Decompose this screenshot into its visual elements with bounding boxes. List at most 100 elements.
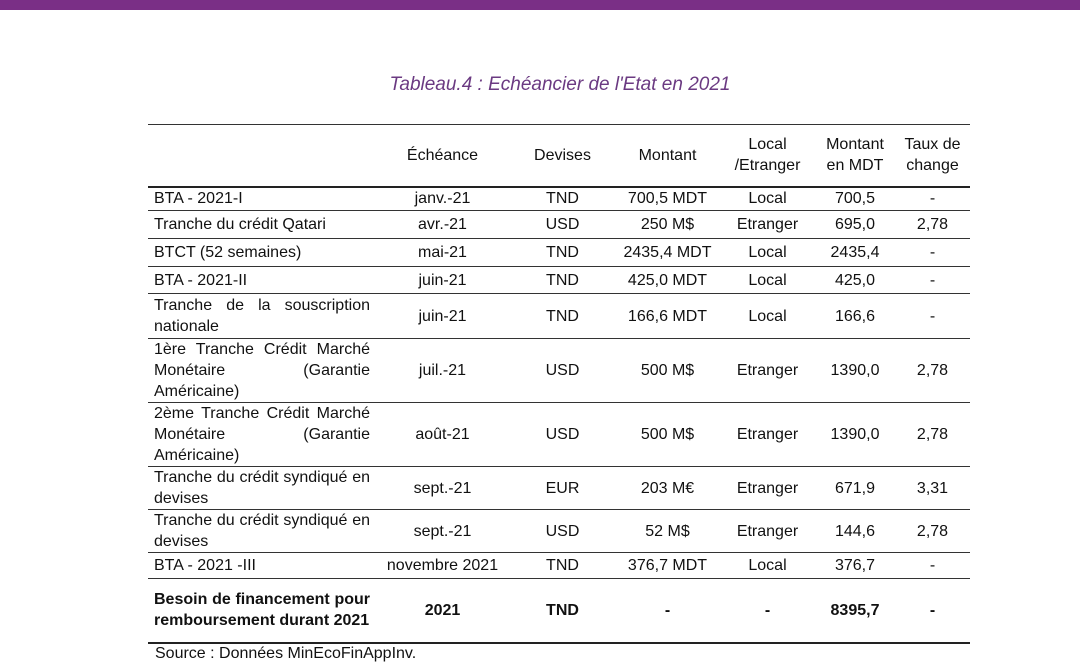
row-label: BTA - 2021-I <box>148 186 375 211</box>
table-row: 1ère Tranche Crédit Marché Monétaire (Ga… <box>148 338 970 403</box>
cell: 500 M$ <box>615 402 720 467</box>
cell: Etranger <box>720 210 815 239</box>
header-cell: Montant <box>615 124 720 188</box>
row-label: BTA - 2021-II <box>148 266 375 294</box>
cell: TND <box>510 578 615 644</box>
cell: - <box>895 266 970 294</box>
cell: USD <box>510 210 615 239</box>
header-cell: Local /Etranger <box>720 124 815 188</box>
row-label: BTA - 2021 -III <box>148 552 375 579</box>
cell: TND <box>510 238 615 267</box>
schedule-table: Échéance Devises Montant Local /Etranger Mon… <box>148 124 970 644</box>
table-row: 2ème Tranche Crédit Marché Monétaire (Ga… <box>148 402 970 467</box>
table-row: Besoin de financement pour remboursement… <box>148 578 970 644</box>
table-row: Tranche du crédit syndiqué en devises sep… <box>148 466 970 510</box>
cell: - <box>895 578 970 644</box>
cell: Local <box>720 552 815 579</box>
header-cell: Échéance <box>375 124 510 188</box>
cell: Local <box>720 293 815 339</box>
cell: Local <box>720 238 815 267</box>
cell: TND <box>510 186 615 211</box>
cell: 144,6 <box>815 509 895 553</box>
cell: mai-21 <box>375 238 510 267</box>
cell: 376,7 MDT <box>615 552 720 579</box>
table-row: Tranche du crédit syndiqué en devises sep… <box>148 509 970 553</box>
cell: Local <box>720 266 815 294</box>
cell: 2435,4 <box>815 238 895 267</box>
cell: 2021 <box>375 578 510 644</box>
cell: Etranger <box>720 466 815 510</box>
row-label: Tranche du crédit syndiqué en devises <box>148 466 375 510</box>
table-row: Tranche de la souscription nationale juin… <box>148 293 970 339</box>
cell: juil.-21 <box>375 338 510 403</box>
cell: août-21 <box>375 402 510 467</box>
cell: TND <box>510 552 615 579</box>
cell: Local <box>720 186 815 211</box>
cell: - <box>720 578 815 644</box>
table-row: BTA - 2021-II juin-21 TND 425,0 MDT Local 425… <box>148 266 970 294</box>
cell: sept.-21 <box>375 466 510 510</box>
cell: avr.-21 <box>375 210 510 239</box>
row-label: Tranche du crédit syndiqué en devises <box>148 509 375 553</box>
cell: Etranger <box>720 338 815 403</box>
source-note: Source : Données MinEcoFinAppInv. <box>155 645 417 662</box>
cell: 2,78 <box>895 509 970 553</box>
table-row: BTCT (52 semaines) mai-21 TND 2435,4 MDT Loc… <box>148 238 970 267</box>
header-cell: Montant en MDT <box>815 124 895 188</box>
cell: novembre 2021 <box>375 552 510 579</box>
table-title: Tableau.4 : Echéancier de l'Etat en 2021 <box>389 74 731 95</box>
cell: - <box>895 293 970 339</box>
cell: 1390,0 <box>815 338 895 403</box>
cell: TND <box>510 266 615 294</box>
cell: juin-21 <box>375 293 510 339</box>
table-row: Tranche du crédit Qatari avr.-21 USD 250 M$… <box>148 210 970 239</box>
row-label: BTCT (52 semaines) <box>148 238 375 267</box>
cell: 166,6 <box>815 293 895 339</box>
row-label: Tranche de la souscription nationale <box>148 293 375 339</box>
cell: - <box>895 552 970 579</box>
cell: 8395,7 <box>815 578 895 644</box>
cell: USD <box>510 402 615 467</box>
cell: - <box>895 186 970 211</box>
row-label: 2ème Tranche Crédit Marché Monétaire (Ga… <box>148 402 375 467</box>
cell: 425,0 <box>815 266 895 294</box>
cell: 425,0 MDT <box>615 266 720 294</box>
header-cell <box>148 124 375 188</box>
cell: janv.-21 <box>375 186 510 211</box>
top-band <box>0 0 1080 10</box>
cell: 166,6 MDT <box>615 293 720 339</box>
cell: 500 M$ <box>615 338 720 403</box>
cell: 671,9 <box>815 466 895 510</box>
cell: 1390,0 <box>815 402 895 467</box>
cell: USD <box>510 338 615 403</box>
header-row: Échéance Devises Montant Local /Etranger Mon… <box>148 124 970 188</box>
cell: 700,5 MDT <box>615 186 720 211</box>
row-label: Tranche du crédit Qatari <box>148 210 375 239</box>
cell: Etranger <box>720 402 815 467</box>
cell: juin-21 <box>375 266 510 294</box>
cell: 695,0 <box>815 210 895 239</box>
cell: TND <box>510 293 615 339</box>
cell: 2435,4 MDT <box>615 238 720 267</box>
header-cell: Devises <box>510 124 615 188</box>
row-label: 1ère Tranche Crédit Marché Monétaire (Ga… <box>148 338 375 403</box>
cell: EUR <box>510 466 615 510</box>
cell: 250 M$ <box>615 210 720 239</box>
cell: 376,7 <box>815 552 895 579</box>
cell: - <box>895 238 970 267</box>
cell: Etranger <box>720 509 815 553</box>
cell: 2,78 <box>895 402 970 467</box>
row-label: Besoin de financement pour remboursement… <box>148 578 375 644</box>
cell: 203 M€ <box>615 466 720 510</box>
cell: 2,78 <box>895 210 970 239</box>
cell: sept.-21 <box>375 509 510 553</box>
table-row: BTA - 2021-I janv.-21 TND 700,5 MDT Local 700… <box>148 186 970 211</box>
cell: 700,5 <box>815 186 895 211</box>
cell: - <box>615 578 720 644</box>
table-row: BTA - 2021 -III novembre 2021 TND 376,7 MDT… <box>148 552 970 579</box>
cell: 52 M$ <box>615 509 720 553</box>
header-cell: Taux de change <box>895 124 970 188</box>
cell: 3,31 <box>895 466 970 510</box>
cell: USD <box>510 509 615 553</box>
